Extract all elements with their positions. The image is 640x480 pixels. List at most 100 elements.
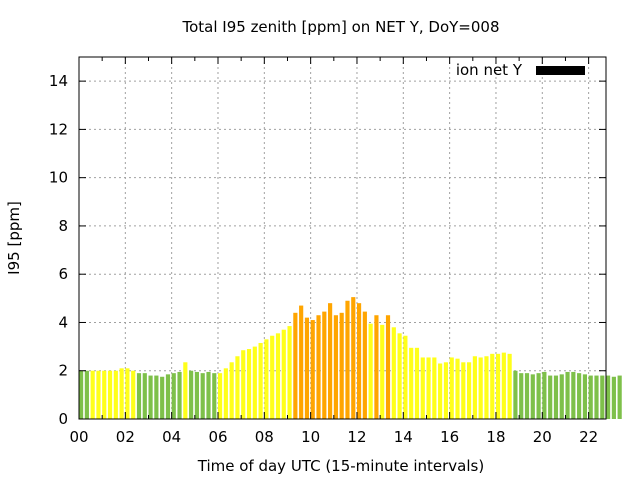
bar [310,320,315,419]
bar [160,376,165,419]
bar [200,373,205,419]
bar [611,376,616,419]
bar [513,370,518,419]
bar [102,370,107,419]
bar [565,371,570,419]
bar [287,326,292,419]
y-tick-label: 4 [58,313,68,331]
bar [374,315,379,419]
bar [478,357,483,419]
legend: ion net Y [456,61,585,79]
bar [148,375,153,419]
bar [501,352,506,419]
bar [559,374,564,419]
bar [356,303,362,419]
bar [600,375,605,419]
x-tick-label: 12 [347,428,366,446]
x-tick-label: 10 [301,428,320,446]
bar [131,370,136,419]
bar [299,305,304,419]
legend-label: ion net Y [456,61,523,79]
y-tick-label: 0 [58,410,68,428]
bar [524,373,530,419]
bar [443,362,449,419]
bar [177,371,182,419]
bar [84,370,89,419]
x-axis-ticks: 00 02 04 06 08 10 12 14 16 18 20 22 [69,57,598,446]
bar [246,349,252,419]
bar [125,368,130,419]
bar [380,324,385,419]
plot-frame [78,56,607,420]
bar [530,374,535,419]
bar [252,346,257,419]
bar [617,375,622,419]
bar [553,375,559,419]
x-tick-label: 08 [255,428,274,446]
bar [507,353,512,419]
bar [495,353,501,419]
bar-series [79,297,622,419]
x-tick-label: 18 [486,428,505,446]
bar [351,297,356,419]
x-tick-label: 14 [394,428,413,446]
bar [293,312,298,419]
bar [467,362,472,419]
bar [484,356,489,419]
bar [536,373,541,419]
bar [90,370,95,419]
bar [212,373,217,419]
bar [339,312,344,419]
bar [414,347,420,419]
bar [217,373,223,419]
bar [281,329,286,419]
bar [391,327,396,419]
x-tick-label: 04 [162,428,181,446]
bar [426,357,431,419]
y-tick-label: 8 [58,217,68,235]
bar [409,347,414,419]
x-tick-label: 20 [533,428,552,446]
bar [345,300,350,419]
bar [420,357,425,419]
bar [107,370,113,419]
grid-lines [79,57,606,419]
bar [194,371,199,419]
bar [322,311,327,419]
y-tick-label: 6 [58,265,68,283]
bar [96,370,101,419]
bar [142,373,147,419]
y-tick-label: 12 [49,120,68,138]
bar [588,375,593,419]
bar [582,374,588,419]
bar [270,335,275,419]
bar [275,333,281,419]
bar [264,339,269,419]
bar [368,323,373,419]
bar [328,303,333,419]
x-tick-label: 06 [208,428,227,446]
bar [183,362,188,419]
bar [304,317,310,419]
bar [571,371,576,419]
bar [333,315,338,419]
bar [542,371,547,419]
bar [223,368,228,419]
bar [113,370,118,419]
bar [472,356,477,419]
bar [490,353,495,419]
bar [189,370,194,419]
bar [119,368,124,419]
bar [362,311,367,419]
y-axis-label: I95 [ppm] [5,201,23,275]
bar [165,374,171,419]
bar [438,363,443,419]
bar [79,370,84,419]
x-tick-label: 02 [116,428,135,446]
bar [594,375,599,419]
bar [258,342,263,419]
bar [577,373,582,419]
bar [397,333,402,419]
legend-swatch [536,66,585,75]
